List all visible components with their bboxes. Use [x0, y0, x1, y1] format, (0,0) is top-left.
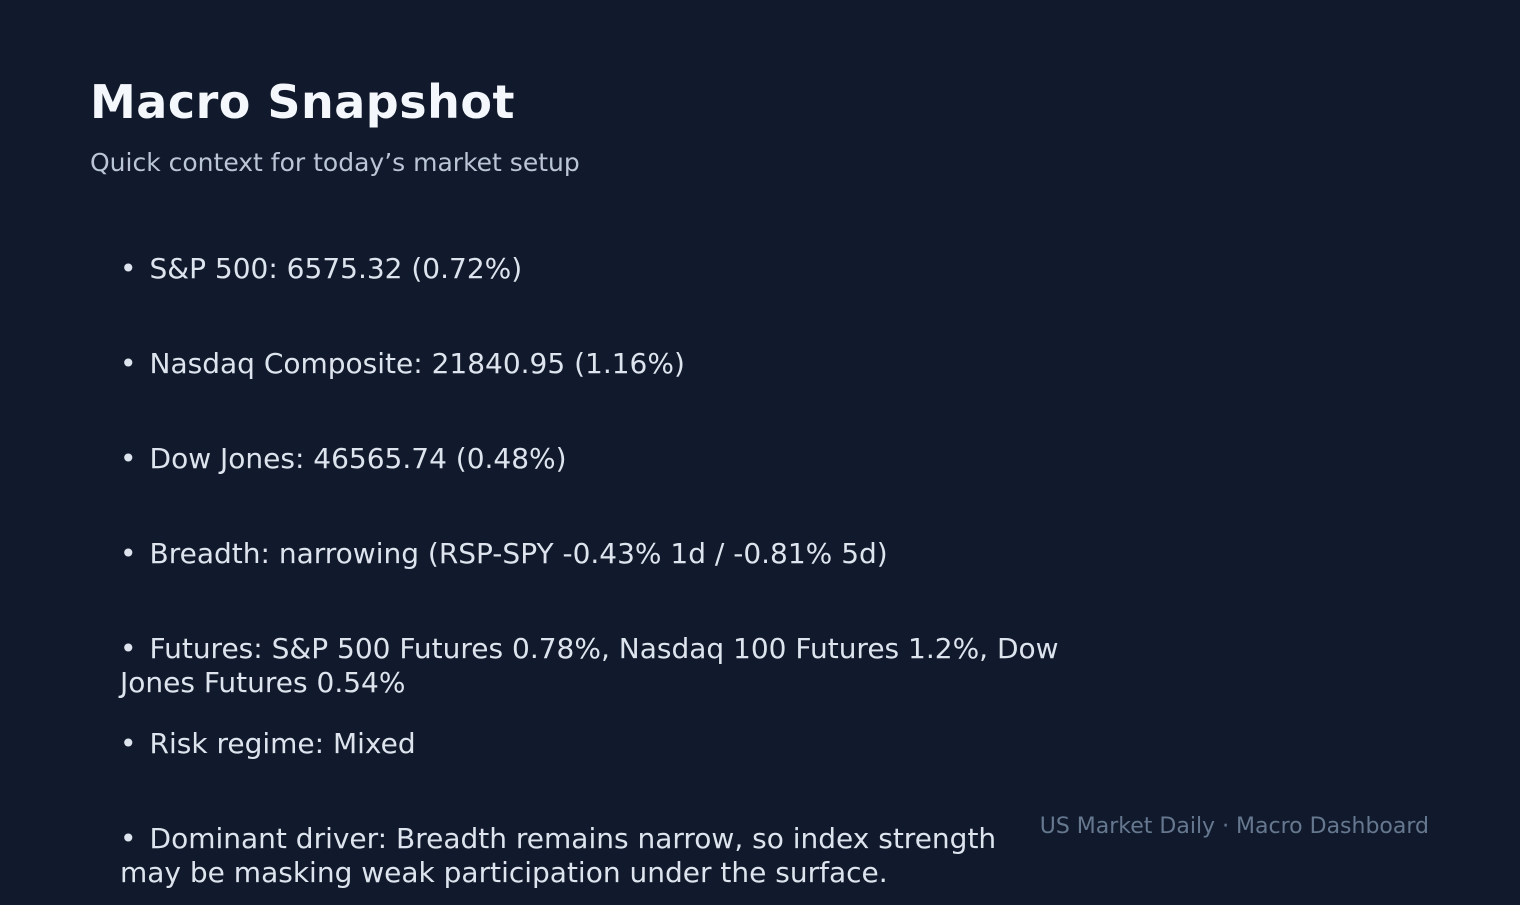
bullet-list: • S&P 500: 6575.32 (0.72%) • Nasdaq Compos…: [120, 252, 1380, 905]
slide-header: Macro Snapshot Quick context for today’s…: [90, 74, 580, 178]
page-subtitle: Quick context for today’s market setup: [90, 148, 580, 177]
bullet-line: • S&P 500: 6575.32 (0.72%): [120, 252, 1380, 286]
bullet-line: • Futures: S&P 500 Futures 0.78%, Nasdaq …: [120, 632, 1380, 666]
bullet-item-futures: • Futures: S&P 500 Futures 0.78%, Nasdaq …: [120, 632, 1380, 727]
bullet-text: Dow Jones: 46565.74 (0.48%): [149, 442, 567, 475]
bullet-line: • Risk regime: Mixed: [120, 727, 1380, 761]
bullet-item-risk-regime: • Risk regime: Mixed: [120, 727, 1380, 822]
bullet-item-sp500: • S&P 500: 6575.32 (0.72%): [120, 252, 1380, 347]
bullet-marker: •: [120, 252, 137, 285]
bullet-text: Risk regime: Mixed: [149, 727, 416, 760]
bullet-line: • Dow Jones: 46565.74 (0.48%): [120, 442, 1380, 476]
bullet-marker: •: [120, 442, 137, 475]
bullet-text: Dominant driver: Breadth remains narrow,…: [149, 822, 997, 855]
slide-footer: US Market Daily · Macro Dashboard: [1039, 814, 1429, 839]
bullet-text: Breadth: narrowing (RSP-SPY -0.43% 1d / …: [149, 537, 888, 570]
bullet-marker: •: [120, 537, 137, 570]
bullet-marker: •: [120, 632, 137, 665]
bullet-line: • Dominant driver: Breadth remains narrow…: [120, 822, 1380, 856]
bullet-text: Futures: S&P 500 Futures 0.78%, Nasdaq 1…: [149, 632, 1059, 665]
bullet-marker: •: [120, 822, 137, 855]
bullet-item-dow: • Dow Jones: 46565.74 (0.48%): [120, 442, 1380, 537]
bullet-item-dominant-driver: • Dominant driver: Breadth remains narrow…: [120, 822, 1380, 905]
page-title: Macro Snapshot: [90, 75, 515, 129]
bullet-line: • Breadth: narrowing (RSP-SPY -0.43% 1d /…: [120, 537, 1380, 571]
bullet-marker: •: [120, 347, 137, 380]
bullet-text: S&P 500: 6575.32 (0.72%): [149, 252, 523, 285]
bullet-item-nasdaq: • Nasdaq Composite: 21840.95 (1.16%): [120, 347, 1380, 442]
bullet-line: • Nasdaq Composite: 21840.95 (1.16%): [120, 347, 1380, 381]
bullet-line-continued: Jones Futures 0.54%: [120, 666, 406, 699]
bullet-line-continued: may be masking weak participation under …: [120, 856, 888, 889]
bullet-text: Nasdaq Composite: 21840.95 (1.16%): [149, 347, 685, 380]
bullet-marker: •: [120, 727, 137, 760]
bullet-item-breadth: • Breadth: narrowing (RSP-SPY -0.43% 1d /…: [120, 537, 1380, 632]
